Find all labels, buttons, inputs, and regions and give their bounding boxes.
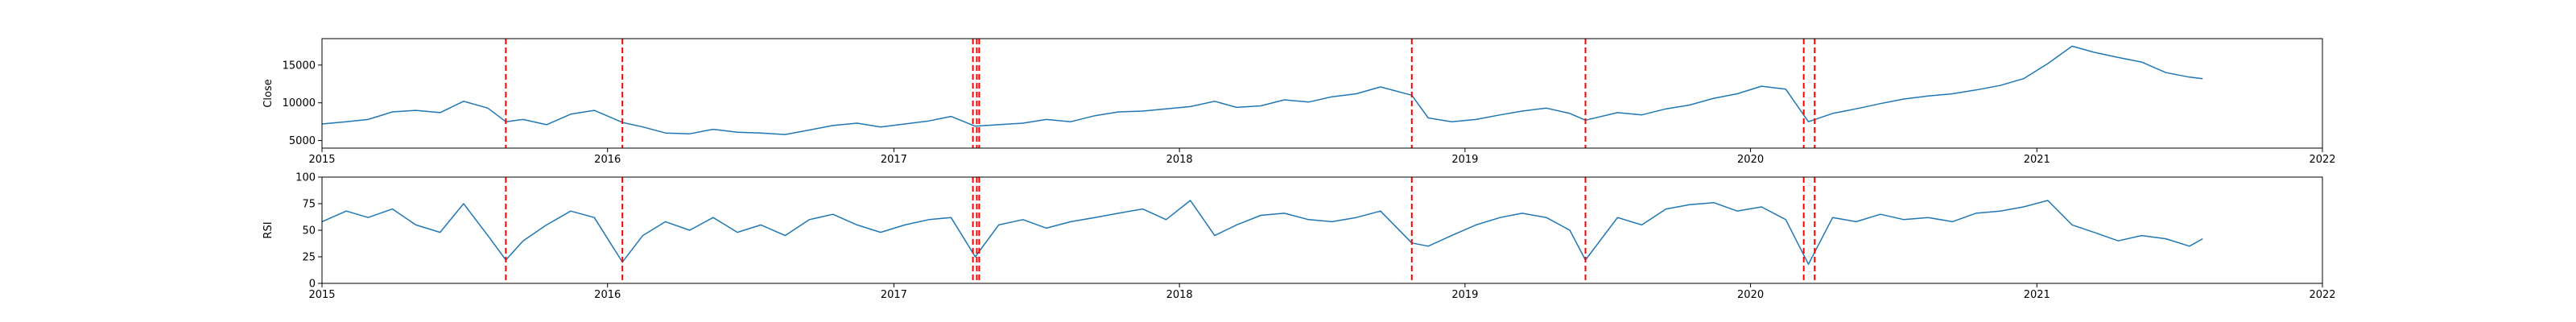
x-tick-label: 2021 bbox=[2024, 154, 2050, 166]
x-tick-label: 2019 bbox=[1451, 154, 1478, 166]
close-price-panel: 2015 2016 2017 2018 2019 2020 2021 2022 5000 1000… bbox=[262, 38, 2336, 166]
y-tick-label: 75 bbox=[302, 199, 316, 211]
x-tick-label: 2015 bbox=[308, 289, 335, 301]
y-tick-label: 100 bbox=[295, 172, 316, 184]
x-tick-label: 2016 bbox=[594, 154, 621, 166]
y-tick-label: 15000 bbox=[283, 60, 316, 72]
x-tick-label: 2015 bbox=[308, 154, 335, 166]
x-tick-label: 2020 bbox=[1737, 289, 1764, 301]
x-tick-label: 2018 bbox=[1166, 154, 1193, 166]
x-tick-label: 2022 bbox=[2309, 289, 2335, 301]
x-tick-label: 2017 bbox=[881, 154, 907, 166]
x-tick-label: 2022 bbox=[2309, 154, 2335, 166]
y-axis-label: RSI bbox=[262, 221, 275, 238]
y-tick-label: 5000 bbox=[289, 135, 316, 147]
x-tick-label: 2017 bbox=[881, 289, 907, 301]
x-tick-label: 2021 bbox=[2024, 289, 2050, 301]
y-tick-label: 25 bbox=[302, 252, 316, 264]
y-tick-label: 50 bbox=[302, 225, 316, 237]
rsi-panel: 2015 2016 2017 2018 2019 2020 2021 2022 0 25 50 75 1… bbox=[262, 172, 2336, 302]
x-tick-label: 2016 bbox=[594, 289, 621, 301]
series-line bbox=[321, 200, 2203, 265]
x-tick-label: 2020 bbox=[1737, 154, 1764, 166]
series-line bbox=[321, 45, 2203, 135]
x-tick-label: 2018 bbox=[1166, 289, 1193, 301]
axes-frame bbox=[321, 38, 2323, 149]
x-tick-label: 2019 bbox=[1451, 289, 1478, 301]
y-axis-label: Close bbox=[262, 79, 275, 107]
y-tick-label: 10000 bbox=[283, 97, 316, 109]
y-tick-label: 0 bbox=[309, 279, 316, 291]
